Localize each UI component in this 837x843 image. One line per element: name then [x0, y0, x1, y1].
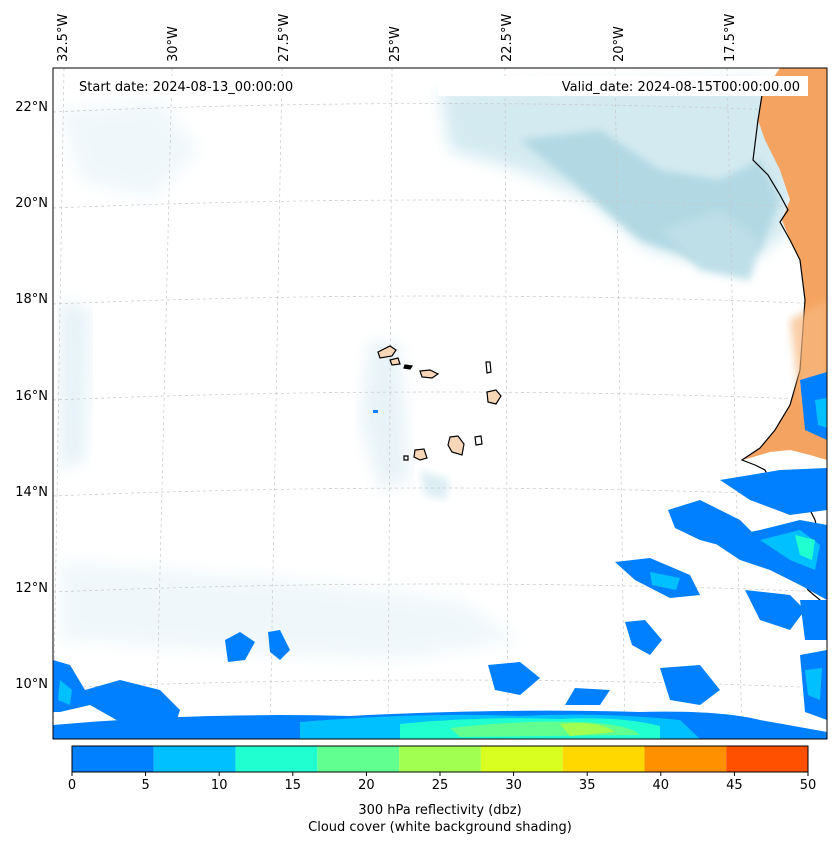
colorbar-sublabel: Cloud cover (white background shading) — [308, 820, 572, 835]
gridlines — [53, 68, 827, 739]
valid-date-text: Valid_date: 2024-08-15T00:00:00.00 — [562, 80, 800, 95]
colorbar-tick-label: 30 — [505, 778, 522, 793]
colorbar: 0 5 10 15 20 25 30 35 40 45 50 — [68, 745, 817, 793]
lat-label: 12°N — [15, 581, 48, 596]
map-border — [52, 67, 828, 740]
colorbar-tick-label: 45 — [726, 778, 743, 793]
colorbar-swatch — [644, 746, 727, 772]
latitude-labels: 22°N 20°N 18°N 16°N 14°N 12°N 10°N — [15, 100, 48, 692]
lat-label: 16°N — [15, 389, 48, 404]
colorbar-swatch — [562, 746, 645, 772]
lat-label: 22°N — [15, 100, 48, 115]
longitude-labels: 32.5°W 30°W 27.5°W 25°W 22.5°W 20°W 17.5… — [56, 14, 738, 62]
reflectivity-shading — [53, 372, 827, 739]
lon-label: 17.5°W — [723, 14, 738, 62]
colorbar-label: 300 hPa reflectivity (dbz) — [358, 803, 521, 818]
lat-label: 18°N — [15, 292, 48, 307]
lon-label: 27.5°W — [277, 14, 292, 62]
colorbar-swatch — [72, 746, 154, 772]
colorbar-tick-label: 50 — [800, 778, 817, 793]
lon-label: 32.5°W — [56, 14, 71, 62]
colorbar-tick-label: 20 — [358, 778, 375, 793]
colorbar-swatch — [317, 746, 400, 772]
cape-verde-islands — [377, 345, 502, 461]
colorbar-swatch — [399, 746, 481, 772]
colorbar-tick-label: 25 — [432, 778, 449, 793]
lat-label: 10°N — [15, 677, 48, 692]
lat-label: 14°N — [15, 485, 48, 500]
lat-label: 20°N — [15, 196, 48, 211]
colorbar-tick-label: 35 — [579, 778, 596, 793]
colorbar-tick-label: 0 — [68, 778, 76, 793]
lon-label: 22.5°W — [500, 14, 515, 62]
start-date-box — [72, 76, 312, 96]
colorbar-tick-label: 10 — [211, 778, 228, 793]
valid-date-box — [438, 76, 808, 96]
start-date-text: Start date: 2024-08-13_00:00:00 — [79, 80, 293, 95]
colorbar-swatch — [480, 746, 563, 772]
lon-label: 25°W — [388, 26, 403, 62]
lon-label: 20°W — [612, 26, 627, 62]
colorbar-swatch — [726, 746, 808, 772]
colorbar-tick-label: 15 — [285, 778, 302, 793]
cloud-cover-shading — [60, 80, 800, 660]
colorbar-swatch — [153, 746, 236, 772]
colorbar-swatch — [235, 746, 318, 772]
lon-label: 30°W — [166, 26, 181, 62]
colorbar-tick-label: 40 — [653, 778, 670, 793]
colorbar-tick-label: 5 — [141, 778, 149, 793]
